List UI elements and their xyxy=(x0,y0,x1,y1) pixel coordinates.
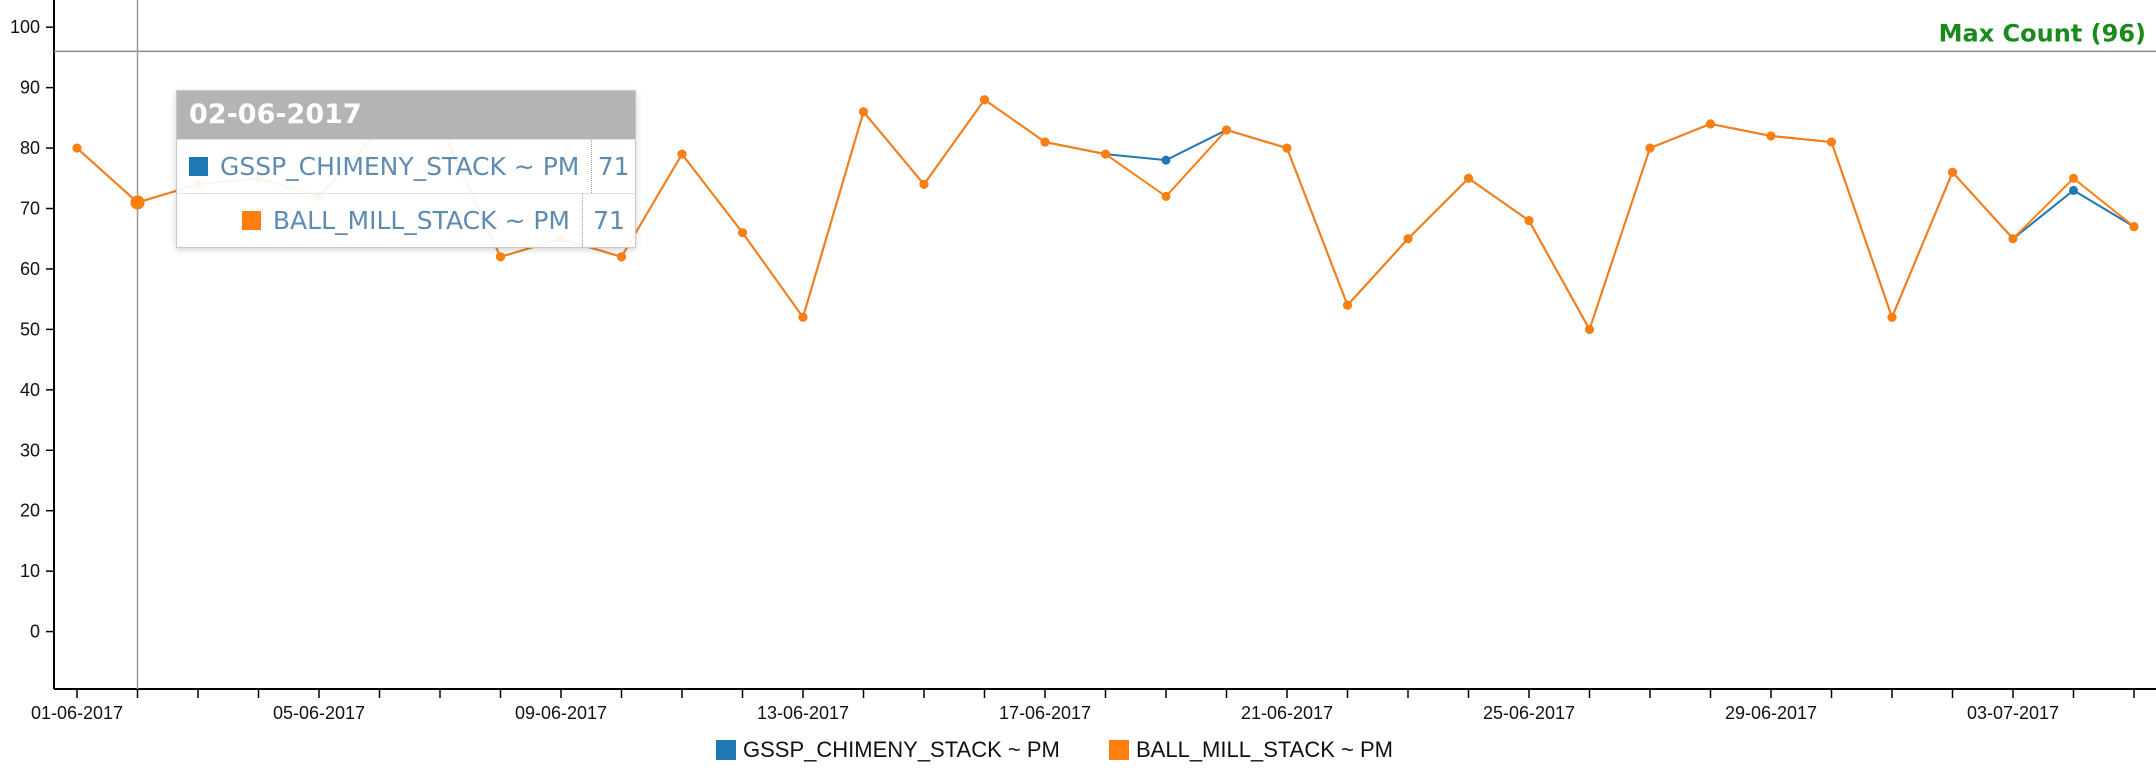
series-point-1 xyxy=(2129,222,2139,232)
series-point-1 xyxy=(980,95,989,105)
tooltip-series-value: 71 xyxy=(591,140,635,193)
tooltip-swatch-orange-icon xyxy=(241,211,261,230)
y-tick-label: 80 xyxy=(20,138,40,158)
max-count-label: Max Count (96) xyxy=(1939,19,2146,47)
x-tick-label: 29-06-2017 xyxy=(1725,703,1817,723)
series-point-1 xyxy=(617,252,626,262)
y-tick-label: 70 xyxy=(20,199,40,219)
series-point-1 xyxy=(919,179,929,189)
series-point-1 xyxy=(1766,131,1776,141)
x-tick-label: 03-07-2017 xyxy=(1967,703,2059,723)
x-tick-label: 25-06-2017 xyxy=(1483,703,1575,723)
series-point-1 xyxy=(496,252,505,262)
series-point-1 xyxy=(798,312,808,322)
series-point-1 xyxy=(72,143,82,153)
series-point-1 xyxy=(130,195,145,210)
series-point-1 xyxy=(738,228,747,238)
series-point-1 xyxy=(677,149,687,159)
legend-item-label: GSSP_CHIMENY_STACK ~ PM xyxy=(743,737,1060,762)
series-point-1 xyxy=(1101,149,1110,159)
tooltip-series-value: 71 xyxy=(582,194,635,247)
x-tick-label: 13-06-2017 xyxy=(757,703,849,723)
series-point-1 xyxy=(1464,173,1473,183)
series-point-1 xyxy=(859,107,868,117)
y-tick-label: 20 xyxy=(20,501,40,521)
series-points xyxy=(72,95,2139,334)
x-tick-label: 01-06-2017 xyxy=(31,703,123,723)
y-tick-label: 10 xyxy=(20,561,40,581)
series-point-1 xyxy=(1282,143,1292,153)
series-point-1 xyxy=(1222,125,1231,135)
tooltip-row: BALL_MILL_STACK ~ PM 71 xyxy=(177,193,635,247)
series-point-1 xyxy=(1948,167,1957,177)
max-count-line: Max Count (96) xyxy=(54,19,2156,53)
y-tick-label: 100 xyxy=(10,17,40,37)
series-point-1 xyxy=(1403,234,1413,244)
series-point-0 xyxy=(2069,185,2078,195)
x-tick-label: 21-06-2017 xyxy=(1241,703,1333,723)
legend-item-label: BALL_MILL_STACK ~ PM xyxy=(1136,737,1393,762)
legend-swatch-icon xyxy=(1109,740,1129,760)
series-point-0 xyxy=(1161,155,1171,165)
series-point-1 xyxy=(2069,173,2078,183)
y-axis: 0 10 20 30 40 50 60 70 80 90 100 xyxy=(10,0,55,689)
legend: GSSP_CHIMENY_STACK ~ PM BALL_MILL_STACK ~… xyxy=(716,737,1393,762)
series-point-1 xyxy=(1343,300,1352,310)
tooltip: 02-06-2017 GSSP_CHIMENY_STACK ~ PM 71 BA… xyxy=(176,90,636,248)
y-tick-label: 90 xyxy=(20,78,40,98)
x-tick-label: 17-06-2017 xyxy=(999,703,1091,723)
series-point-1 xyxy=(1524,216,1534,226)
series-point-1 xyxy=(1706,119,1715,129)
series-point-1 xyxy=(2008,234,2018,244)
x-tick-label: 09-06-2017 xyxy=(515,703,607,723)
y-tick-label: 0 xyxy=(30,622,40,642)
tooltip-swatch-blue-icon xyxy=(189,157,208,176)
tooltip-title: 02-06-2017 xyxy=(177,91,635,139)
tooltip-row: GSSP_CHIMENY_STACK ~ PM 71 xyxy=(177,139,635,193)
series-point-1 xyxy=(1040,137,1050,147)
tooltip-series-name: BALL_MILL_STACK ~ PM xyxy=(272,206,570,235)
x-tick-label: 05-06-2017 xyxy=(273,703,365,723)
y-tick-label: 40 xyxy=(20,380,40,400)
y-tick-label: 60 xyxy=(20,259,40,279)
series-point-1 xyxy=(1645,143,1655,153)
series-point-1 xyxy=(1161,191,1171,201)
series-point-1 xyxy=(1827,137,1836,147)
tooltip-series-name: GSSP_CHIMENY_STACK ~ PM xyxy=(220,152,580,181)
y-tick-label: 50 xyxy=(20,319,40,339)
series-point-1 xyxy=(1887,312,1897,322)
legend-swatch-icon xyxy=(716,740,736,760)
y-tick-label: 30 xyxy=(20,440,40,460)
x-axis: 01-06-2017 05-06-2017 09-06-2017 13-06-2017… xyxy=(31,688,2156,723)
series-point-1 xyxy=(1585,324,1594,334)
